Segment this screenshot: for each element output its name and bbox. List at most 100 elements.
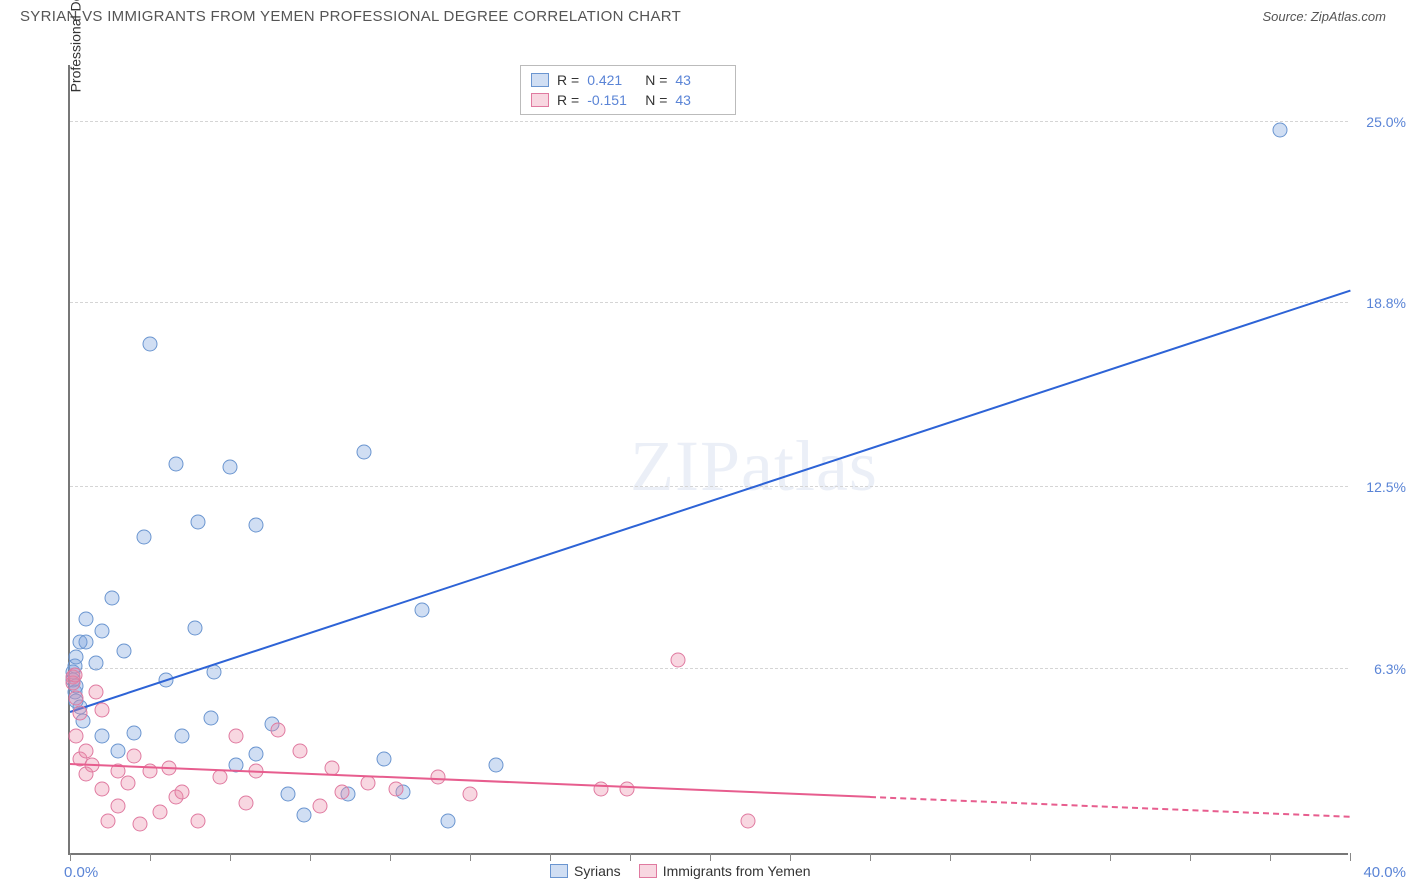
data-point — [104, 591, 119, 606]
r-value: -0.151 — [587, 92, 637, 108]
y-tick-label: 25.0% — [1366, 114, 1406, 130]
data-point — [293, 743, 308, 758]
x-tick — [790, 853, 791, 861]
data-point — [95, 702, 110, 717]
data-point — [88, 685, 103, 700]
x-tick — [950, 853, 951, 861]
x-tick — [390, 853, 391, 861]
data-point — [191, 515, 206, 530]
data-point — [136, 530, 151, 545]
y-tick-label: 18.8% — [1366, 295, 1406, 311]
data-point — [440, 813, 455, 828]
data-point — [111, 743, 126, 758]
data-point — [312, 799, 327, 814]
data-point — [671, 652, 686, 667]
data-point — [120, 775, 135, 790]
legend-item: Syrians — [550, 863, 621, 879]
gridline — [70, 486, 1348, 487]
r-label: R = — [557, 92, 579, 108]
data-point — [741, 813, 756, 828]
data-point — [619, 781, 634, 796]
x-tick — [870, 853, 871, 861]
gridline — [70, 121, 1348, 122]
data-point — [95, 781, 110, 796]
data-point — [175, 784, 190, 799]
data-point — [1272, 123, 1287, 138]
legend-swatch — [531, 73, 549, 87]
data-point — [79, 743, 94, 758]
r-value: 0.421 — [587, 72, 637, 88]
data-point — [127, 749, 142, 764]
chart-title: SYRIAN VS IMMIGRANTS FROM YEMEN PROFESSI… — [20, 8, 681, 25]
x-tick — [470, 853, 471, 861]
r-label: R = — [557, 72, 579, 88]
data-point — [463, 787, 478, 802]
x-tick — [710, 853, 711, 861]
x-tick — [1030, 853, 1031, 861]
data-point — [152, 805, 167, 820]
x-tick — [1270, 853, 1271, 861]
n-label: N = — [645, 72, 667, 88]
data-point — [248, 518, 263, 533]
data-point — [72, 705, 87, 720]
data-point — [111, 799, 126, 814]
data-point — [95, 623, 110, 638]
x-tick — [1350, 853, 1351, 861]
n-value: 43 — [675, 92, 725, 108]
data-point — [67, 667, 82, 682]
data-point — [127, 726, 142, 741]
data-point — [175, 728, 190, 743]
data-point — [376, 752, 391, 767]
legend-row: R = -0.151 N = 43 — [531, 90, 725, 110]
watermark: ZIPatlas — [630, 425, 878, 508]
data-point — [69, 649, 84, 664]
data-point — [223, 459, 238, 474]
data-point — [101, 813, 116, 828]
data-point — [79, 611, 94, 626]
x-axis-min-label: 0.0% — [64, 864, 98, 881]
data-point — [357, 445, 372, 460]
series-name: Immigrants from Yemen — [663, 863, 811, 879]
data-point — [360, 775, 375, 790]
y-tick-label: 6.3% — [1374, 661, 1406, 677]
x-tick — [550, 853, 551, 861]
data-point — [280, 787, 295, 802]
data-point — [296, 807, 311, 822]
x-tick — [1190, 853, 1191, 861]
data-point — [594, 781, 609, 796]
n-value: 43 — [675, 72, 725, 88]
x-tick — [70, 853, 71, 861]
correlation-legend: R = 0.421 N = 43 R = -0.151 N = 43 — [520, 65, 736, 115]
source-prefix: Source: — [1262, 9, 1310, 24]
x-tick — [630, 853, 631, 861]
data-point — [117, 644, 132, 659]
x-tick — [310, 853, 311, 861]
legend-swatch — [550, 864, 568, 878]
data-point — [415, 603, 430, 618]
data-point — [203, 711, 218, 726]
data-point — [389, 781, 404, 796]
data-point — [488, 758, 503, 773]
legend-swatch — [639, 864, 657, 878]
data-point — [239, 796, 254, 811]
data-point — [69, 728, 84, 743]
data-point — [248, 746, 263, 761]
series-name: Syrians — [574, 863, 621, 879]
trend-line — [870, 796, 1350, 818]
n-label: N = — [645, 92, 667, 108]
series-legend: Syrians Immigrants from Yemen — [550, 863, 811, 879]
data-point — [133, 816, 148, 831]
legend-swatch — [531, 93, 549, 107]
x-axis-max-label: 40.0% — [1363, 864, 1406, 881]
x-tick — [230, 853, 231, 861]
gridline — [70, 302, 1348, 303]
data-point — [229, 728, 244, 743]
data-point — [69, 690, 84, 705]
source-name: ZipAtlas.com — [1311, 9, 1386, 24]
data-point — [187, 620, 202, 635]
source-credit: Source: ZipAtlas.com — [1262, 9, 1386, 24]
data-point — [88, 655, 103, 670]
data-point — [191, 813, 206, 828]
legend-item: Immigrants from Yemen — [639, 863, 811, 879]
data-point — [143, 336, 158, 351]
